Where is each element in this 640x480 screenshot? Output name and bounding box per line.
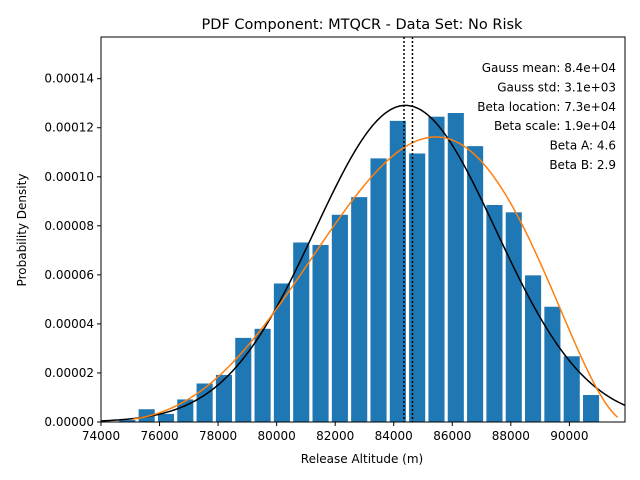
parameter-annotation: Beta A: 4.6 (550, 139, 616, 153)
histogram-bar (351, 197, 368, 422)
histogram-bar (505, 212, 522, 422)
y-tick-label: 0.00006 (44, 268, 94, 282)
plot-area (100, 36, 626, 423)
axes-frame (100, 36, 626, 423)
x-tick-label: 88000 (492, 429, 530, 443)
histogram-bar (293, 242, 310, 422)
y-tick-label: 0.00000 (44, 415, 94, 429)
histogram-bar (370, 158, 387, 422)
y-tick-label: 0.00014 (44, 72, 94, 86)
histogram-bar (138, 409, 155, 422)
y-tick-label: 0.00010 (44, 170, 94, 184)
x-tick-label: 74000 (82, 429, 120, 443)
y-tick-label: 0.00012 (44, 121, 94, 135)
histogram-bar (215, 374, 232, 422)
parameter-annotation: Beta location: 7.3e+04 (477, 100, 616, 114)
y-axis: 0.00000 0.00002 0.00004 0.00006 0.00008 0.000… (44, 72, 101, 429)
x-tick-label: 82000 (316, 429, 354, 443)
parameter-annotation: Gauss std: 3.1e+03 (497, 80, 616, 94)
x-tick-label: 86000 (433, 429, 471, 443)
y-tick-label: 0.00004 (44, 317, 94, 331)
x-tick-label: 78000 (199, 429, 237, 443)
chart-title: PDF Component: MTQCR - Data Set: No Risk (202, 17, 523, 33)
histogram-bar (254, 328, 271, 422)
beta-fit-line (133, 136, 619, 420)
x-axis: 74000 76000 78000 80000 82000 84000 86000 88000… (82, 422, 588, 443)
histogram-bar (312, 244, 329, 422)
histogram-bar (525, 275, 542, 422)
histogram-bar (409, 153, 426, 422)
histogram-bar (582, 395, 600, 422)
histogram-bar (177, 399, 194, 422)
histogram-bar (389, 120, 406, 422)
histogram-bar (486, 204, 503, 422)
x-tick-label: 84000 (375, 429, 413, 443)
x-tick-label: 90000 (550, 429, 588, 443)
histogram-bar (273, 283, 290, 422)
y-tick-label: 0.00008 (44, 219, 94, 233)
histogram-bar (447, 113, 464, 423)
histogram-bar (196, 383, 213, 422)
parameter-annotations: Gauss mean: 8.4e+04 Gauss std: 3.1e+03 Bet… (477, 61, 616, 172)
parameter-annotation: Beta B: 2.9 (549, 158, 616, 172)
histogram-bar (235, 337, 252, 422)
parameter-annotation: Gauss mean: 8.4e+04 (482, 61, 616, 75)
y-tick-label: 0.00002 (44, 366, 94, 380)
histogram-bar (467, 146, 484, 422)
histogram-bar (428, 116, 445, 422)
x-tick-label: 80000 (258, 429, 296, 443)
histogram-bar (544, 306, 561, 422)
histogram-bar (119, 420, 136, 422)
histogram-bar (563, 356, 580, 422)
x-axis-label: Release Altitude (m) (301, 452, 423, 466)
histogram-bar (331, 214, 348, 422)
y-axis-label: Probability Density (15, 174, 29, 287)
x-tick-label: 76000 (140, 429, 178, 443)
gauss-fit-line (101, 104, 625, 422)
histogram-bar (157, 413, 175, 422)
parameter-annotation: Beta scale: 1.9e+04 (494, 119, 616, 133)
